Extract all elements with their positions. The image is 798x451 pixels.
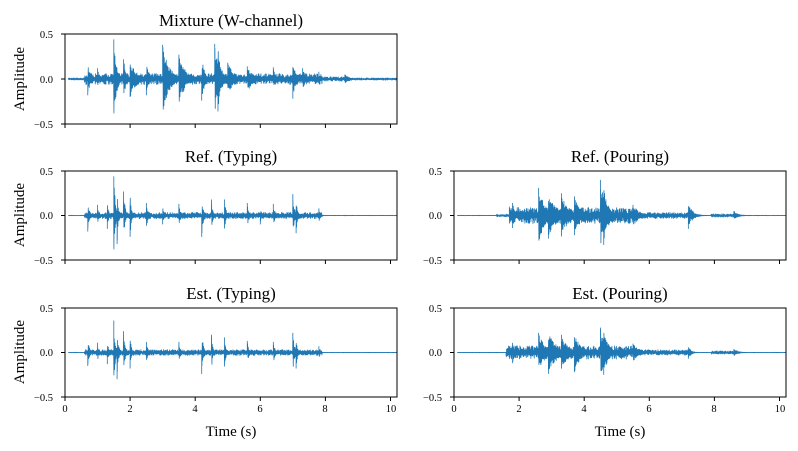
axes-frame	[64, 307, 398, 398]
panel-title: Ref. (Typing)	[185, 147, 277, 166]
y-axis-label: Amplitude	[12, 183, 28, 248]
y-tick-label: −0.5	[423, 393, 442, 404]
y-tick-label: −0.5	[423, 256, 442, 267]
x-tick-label: 10	[775, 404, 786, 415]
waveform-line	[67, 39, 398, 114]
panel-est-pouring: Est. (Pouring) 0.5 0.0 −0.5 0 2 4 6 8 10…	[423, 284, 787, 440]
y-tick-label: 0.0	[429, 348, 442, 359]
panel-est-typing: Est. (Typing) Amplitude 0.5 0.0 −0.5 0 2…	[12, 284, 398, 440]
tick-marks	[61, 33, 391, 128]
panel-title: Est. (Pouring)	[572, 284, 667, 303]
waveform-line	[457, 179, 787, 245]
axes-frame	[64, 170, 398, 261]
y-tick-label: 0.5	[40, 30, 53, 41]
y-axis-label: Amplitude	[12, 320, 28, 385]
x-tick-label: 0	[451, 404, 456, 415]
x-tick-label: 0	[62, 404, 67, 415]
axes-frame	[453, 170, 787, 261]
panel-title: Est. (Typing)	[186, 284, 275, 303]
waveform-line	[457, 327, 787, 375]
x-tick-label: 6	[646, 404, 651, 415]
tick-marks	[450, 307, 780, 401]
y-tick-label: 0.0	[40, 211, 53, 222]
x-tick-label: 8	[322, 404, 327, 415]
y-tick-label: −0.5	[34, 256, 53, 267]
y-tick-label: 0.0	[40, 75, 53, 86]
y-tick-label: 0.5	[40, 304, 53, 315]
panel-ref-pouring: Ref. (Pouring) 0.5 0.0 −0.5	[423, 147, 787, 267]
x-tick-label: 6	[257, 404, 262, 415]
x-tick-label: 8	[711, 404, 716, 415]
x-tick-label: 2	[516, 404, 521, 415]
x-tick-label: 10	[386, 404, 397, 415]
tick-marks	[450, 170, 780, 264]
panel-title: Mixture (W-channel)	[159, 11, 303, 30]
y-tick-label: 0.5	[429, 304, 442, 315]
y-tick-label: 0.0	[40, 348, 53, 359]
y-tick-label: 0.5	[40, 167, 53, 178]
waveform-line	[68, 176, 398, 250]
x-tick-label: 4	[192, 404, 198, 415]
waveform-line	[68, 320, 398, 380]
x-axis-label: Time (s)	[206, 424, 257, 440]
tick-marks	[61, 170, 391, 264]
panel-title: Ref. (Pouring)	[571, 147, 669, 166]
x-axis-label: Time (s)	[595, 424, 646, 440]
panel-mixture: Mixture (W-channel) Amplitude 0.5 0.0 −0…	[12, 11, 398, 131]
y-tick-label: −0.5	[34, 120, 53, 131]
x-tick-label: 2	[127, 404, 132, 415]
y-tick-label: −0.5	[34, 393, 53, 404]
tick-marks	[61, 307, 391, 401]
axes-frame	[453, 307, 787, 398]
y-tick-label: 0.5	[429, 167, 442, 178]
axes-frame	[64, 33, 398, 125]
y-axis-label: Amplitude	[12, 47, 28, 112]
x-tick-label: 4	[581, 404, 587, 415]
y-tick-label-top: 0.5	[40, 30, 53, 41]
y-tick-label: 0.0	[429, 211, 442, 222]
panel-ref-typing: Ref. (Typing) Amplitude 0.5 0.0 −0.5	[12, 147, 398, 267]
